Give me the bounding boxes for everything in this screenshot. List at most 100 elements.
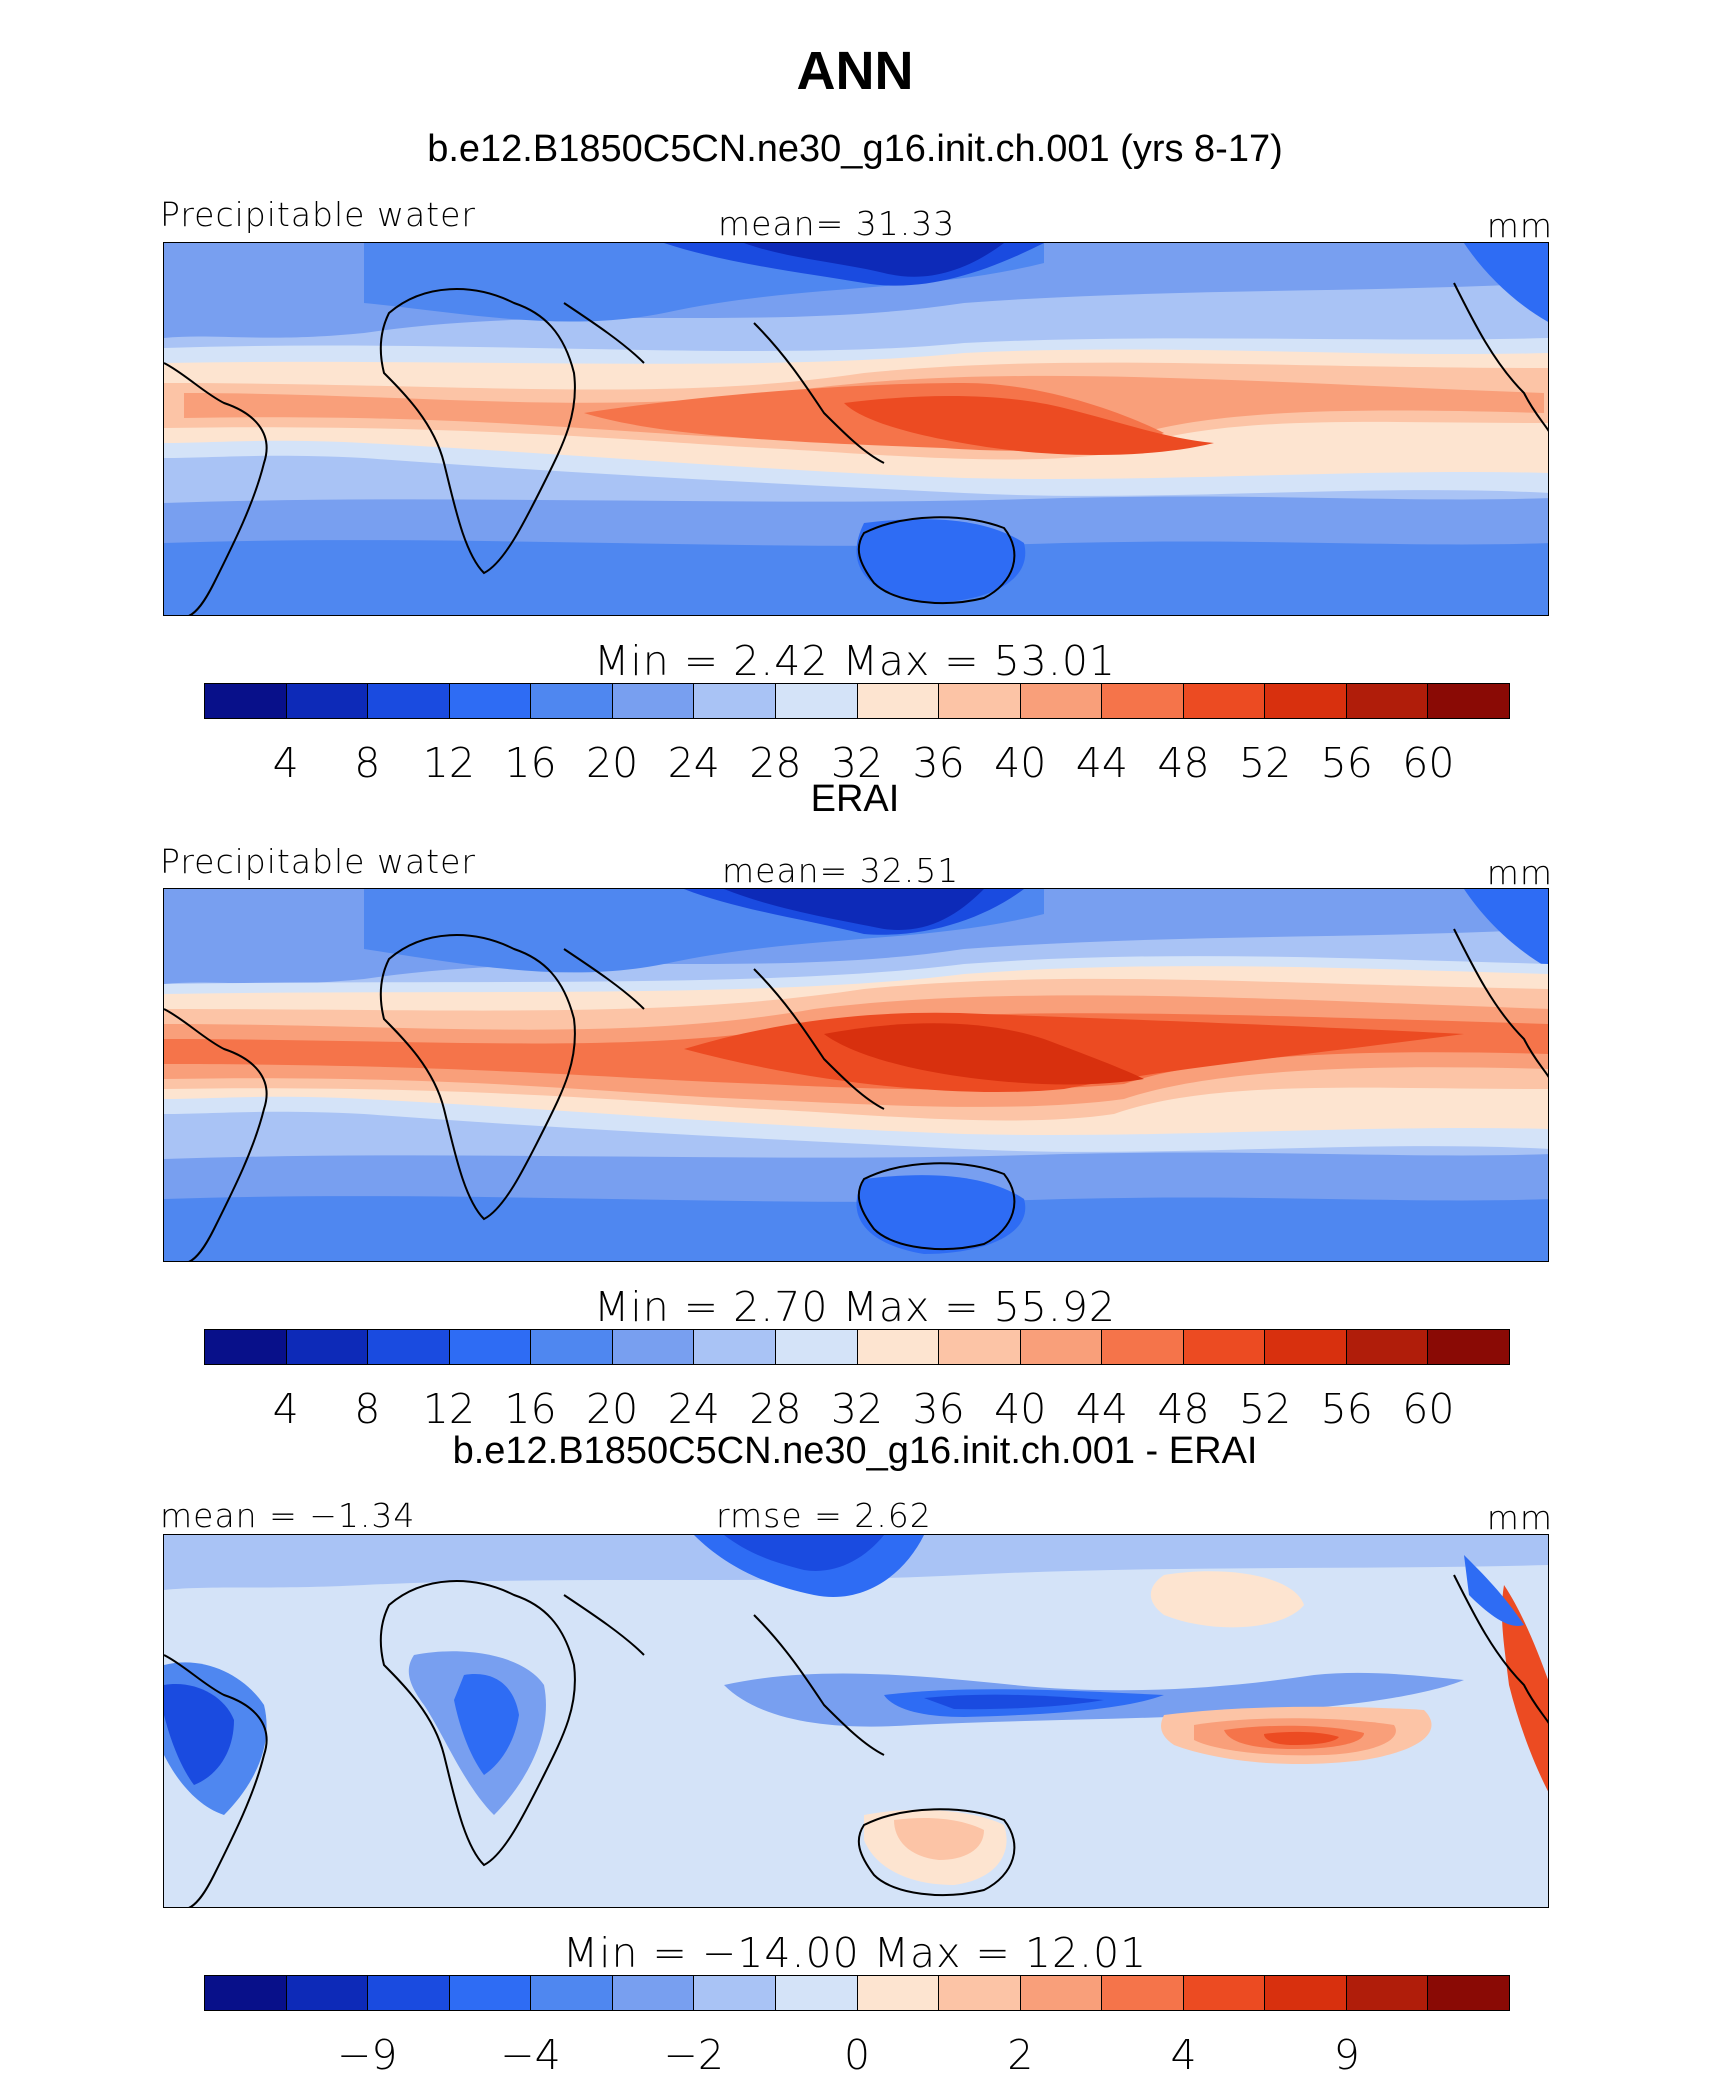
panel-3-colorbar — [204, 1975, 1510, 2011]
colorbar-tick-label: −4 — [500, 2031, 561, 2079]
colorbar-cell — [1428, 684, 1509, 718]
colorbar-tick-label: 36 — [912, 1385, 965, 1433]
panel-1-header: b.e12.B1850C5CN.ne30_g16.init.ch.001 (yr… — [427, 128, 1283, 170]
colorbar-tick-label: 8 — [354, 739, 381, 787]
panel-1-map — [163, 242, 1549, 616]
colorbar-tick-label: 12 — [422, 739, 475, 787]
colorbar-tick-label: 20 — [586, 1385, 639, 1433]
colorbar-cell — [612, 684, 695, 718]
panel-1-units-label: mm — [1486, 206, 1553, 245]
colorbar-cell — [939, 1976, 1021, 2010]
colorbar-cell — [1020, 684, 1103, 718]
colorbar-cell — [775, 684, 858, 718]
panel-3-mean-label: mean = −1.34 — [160, 1496, 416, 1535]
colorbar-cell — [1428, 1976, 1509, 2010]
colorbar-tick-label: 40 — [994, 1385, 1047, 1433]
colorbar-tick-label: −2 — [663, 2031, 724, 2079]
colorbar-cell — [1183, 1330, 1266, 1364]
panel-2-mean-label: mean= 32.51 — [722, 851, 960, 890]
colorbar-cell — [612, 1330, 695, 1364]
colorbar-cell — [205, 684, 287, 718]
colorbar-cell — [1183, 684, 1266, 718]
colorbar-cell — [449, 684, 532, 718]
colorbar-cell — [1346, 684, 1429, 718]
panel-2-map — [163, 888, 1549, 1262]
colorbar-cell — [1102, 1330, 1184, 1364]
colorbar-cell — [531, 684, 613, 718]
colorbar-tick-label: 2 — [1007, 2031, 1034, 2079]
colorbar-tick-label: 9 — [1333, 2031, 1360, 2079]
colorbar-tick-label: 32 — [830, 1385, 884, 1433]
colorbar-tick-label: 16 — [504, 1385, 557, 1433]
panel-2-units-label: mm — [1486, 853, 1553, 892]
colorbar-tick-label: 44 — [1075, 1385, 1128, 1433]
colorbar-cell — [531, 1976, 613, 2010]
colorbar-cell — [286, 1330, 369, 1364]
colorbar-cell — [775, 1330, 858, 1364]
colorbar-tick-label: 24 — [667, 1385, 720, 1433]
colorbar-cell — [1020, 1976, 1103, 2010]
colorbar-cell — [694, 1330, 776, 1364]
panel-2-colorbar — [204, 1329, 1510, 1365]
colorbar-cell — [205, 1330, 287, 1364]
colorbar-tick-label: 52 — [1239, 1385, 1292, 1433]
colorbar-tick-label: 40 — [994, 739, 1047, 787]
colorbar-tick-label: 24 — [667, 739, 720, 787]
colorbar-cell — [205, 1976, 287, 2010]
colorbar-cell — [368, 684, 450, 718]
figure-title: ANN — [796, 41, 914, 101]
colorbar-cell — [1346, 1976, 1429, 2010]
colorbar-cell — [939, 684, 1021, 718]
colorbar-tick-label: 60 — [1402, 739, 1455, 787]
colorbar-cell — [1428, 1330, 1509, 1364]
panel-1-colorbar — [204, 683, 1510, 719]
colorbar-tick-label: 44 — [1075, 739, 1128, 787]
colorbar-cell — [1265, 1330, 1347, 1364]
colorbar-cell — [1183, 1976, 1266, 2010]
colorbar-cell — [694, 684, 776, 718]
panel-3-map — [163, 1534, 1549, 1908]
colorbar-cell — [857, 1976, 940, 2010]
colorbar-tick-label: 12 — [422, 1385, 475, 1433]
panel-3-units-label: mm — [1486, 1498, 1553, 1537]
colorbar-tick-label: 8 — [354, 1385, 381, 1433]
colorbar-tick-label: 20 — [586, 739, 639, 787]
colorbar-tick-label: −9 — [337, 2031, 398, 2079]
colorbar-cell — [1020, 1330, 1103, 1364]
colorbar-cell — [531, 1330, 613, 1364]
panel-3-min-max: Min = −14.00 Max = 12.01 — [562, 1929, 1148, 1977]
colorbar-cell — [857, 684, 940, 718]
colorbar-cell — [286, 684, 369, 718]
colorbar-cell — [857, 1330, 940, 1364]
colorbar-cell — [368, 1330, 450, 1364]
colorbar-cell — [286, 1976, 369, 2010]
colorbar-tick-label: 4 — [272, 1385, 299, 1433]
colorbar-tick-label: 16 — [504, 739, 557, 787]
colorbar-cell — [612, 1976, 695, 2010]
colorbar-cell — [368, 1976, 450, 2010]
panel-3-header: b.e12.B1850C5CN.ne30_g16.init.ch.001 - E… — [452, 1430, 1258, 1472]
colorbar-tick-label: 60 — [1402, 1385, 1455, 1433]
panel-1-mean-label: mean= 31.33 — [718, 204, 956, 243]
colorbar-cell — [1265, 1976, 1347, 2010]
colorbar-tick-label: 28 — [749, 739, 802, 787]
colorbar-tick-label: 0 — [843, 2031, 871, 2079]
panel-3-rmse-label: rmse = 2.62 — [716, 1496, 932, 1535]
colorbar-cell — [1102, 1976, 1184, 2010]
panel-2-header: ERAI — [810, 778, 900, 820]
colorbar-tick-label: 36 — [912, 739, 965, 787]
colorbar-cell — [1265, 684, 1347, 718]
panel-1-variable-label: Precipitable water — [160, 195, 476, 234]
colorbar-tick-label: 4 — [272, 739, 299, 787]
colorbar-cell — [775, 1976, 858, 2010]
colorbar-tick-label: 48 — [1157, 1385, 1210, 1433]
colorbar-cell — [449, 1330, 532, 1364]
colorbar-cell — [1346, 1330, 1429, 1364]
colorbar-tick-label: 28 — [749, 1385, 802, 1433]
colorbar-tick-label: 32 — [830, 739, 884, 787]
colorbar-cell — [449, 1976, 532, 2010]
panel-1-min-max: Min = 2.42 Max = 53.01 — [593, 637, 1117, 685]
colorbar-tick-label: 4 — [1170, 2031, 1197, 2079]
colorbar-cell — [1102, 684, 1184, 718]
colorbar-tick-label: 52 — [1239, 739, 1292, 787]
